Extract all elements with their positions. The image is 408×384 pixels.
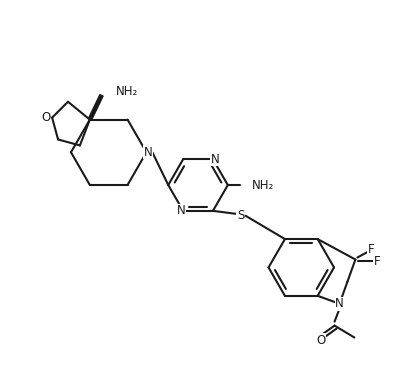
Text: N: N bbox=[211, 153, 219, 166]
Text: F: F bbox=[368, 243, 375, 256]
Text: NH₂: NH₂ bbox=[252, 179, 274, 192]
Text: O: O bbox=[316, 334, 325, 347]
Text: O: O bbox=[42, 111, 51, 124]
Text: F: F bbox=[374, 255, 381, 268]
Text: NH₂: NH₂ bbox=[115, 85, 138, 98]
Text: S: S bbox=[237, 209, 244, 222]
Text: N: N bbox=[144, 146, 153, 159]
Text: N: N bbox=[335, 297, 344, 310]
Text: N: N bbox=[177, 204, 186, 217]
